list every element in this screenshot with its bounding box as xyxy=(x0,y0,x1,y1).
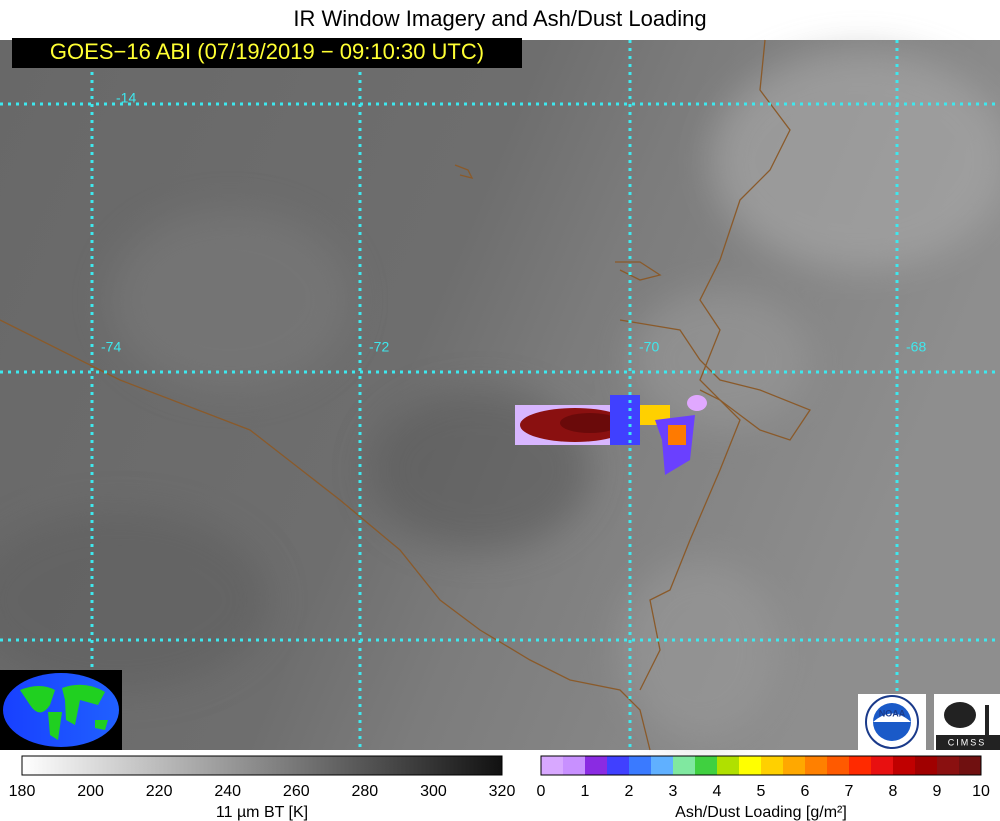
colorbar-segment xyxy=(761,756,784,775)
subtitle-box xyxy=(12,38,522,68)
noaa-logo: NOAA xyxy=(858,694,926,750)
colorbar-segment xyxy=(915,756,938,775)
colorbar-segment xyxy=(805,756,828,775)
colorbar-segment xyxy=(541,756,564,775)
lon-label: -68 xyxy=(906,339,926,355)
bt-label: 11 µm BT [K] xyxy=(216,804,308,821)
ash-label: Ash/Dust Loading [g/m²] xyxy=(675,804,847,821)
colorbar-segment xyxy=(849,756,872,775)
grid-lines xyxy=(0,40,1000,750)
lon-label: -70 xyxy=(639,339,659,355)
colorbar-segment xyxy=(959,756,982,775)
globe-inset xyxy=(0,670,122,750)
colorbar-segment xyxy=(629,756,652,775)
colorbar-tick-label: 8 xyxy=(889,783,898,800)
cimss-logo: CIMSS xyxy=(934,694,1000,750)
map: -14 -74 -72 -70 -68 xyxy=(0,39,1000,751)
colorbar-segment xyxy=(893,756,916,775)
colorbar-tick-label: 300 xyxy=(420,783,447,800)
colorbar-tick-label: 3 xyxy=(669,783,678,800)
lon-label: -74 xyxy=(101,339,121,355)
colorbar-tick-label: 280 xyxy=(352,783,379,800)
colorbar-tick-label: 4 xyxy=(713,783,722,800)
colorbar-tick-label: 260 xyxy=(283,783,310,800)
colorbar-segment xyxy=(695,756,718,775)
cimss-text: CIMSS xyxy=(948,737,987,747)
colorbar-segment xyxy=(607,756,630,775)
title: IR Window Imagery and Ash/Dust Loading xyxy=(293,6,706,31)
colorbar-frame xyxy=(540,755,982,776)
colorbar-segment xyxy=(783,756,806,775)
bt-colorbar: 180 200 220 240 260 280 300 320 xyxy=(9,755,516,800)
colorbar-tick-label: 2 xyxy=(625,783,634,800)
colorbar-tick-label: 7 xyxy=(845,783,854,800)
colorbar-segment xyxy=(871,756,894,775)
lon-label: -72 xyxy=(369,339,389,355)
ash-plume xyxy=(515,395,707,475)
colorbar-tick-label: 10 xyxy=(972,783,990,800)
colorbar-tick-label: 200 xyxy=(77,783,104,800)
colorbar-segment xyxy=(673,756,696,775)
colorbar-segment xyxy=(717,756,740,775)
colorbar-segment xyxy=(585,756,608,775)
colorbar-tick-label: 9 xyxy=(933,783,942,800)
colorbar-tick-label: 240 xyxy=(214,783,241,800)
colorbar-segment xyxy=(563,756,586,775)
colorbar-tick-label: 320 xyxy=(489,783,516,800)
colorbar-tick-label: 6 xyxy=(801,783,810,800)
subtitle: GOES−16 ABI (07/19/2019 − 09:10:30 UTC) xyxy=(50,39,484,64)
colorbar-segment xyxy=(827,756,850,775)
colorbar-segment xyxy=(651,756,674,775)
noaa-text: NOAA xyxy=(879,708,906,718)
colorbar-tick-label: 0 xyxy=(537,783,546,800)
colorbar-tick-label: 220 xyxy=(146,783,173,800)
colorbar-tick-label: 1 xyxy=(581,783,590,800)
colorbar-segment xyxy=(739,756,762,775)
ash-colorbar: 0 1 2 3 4 5 6 7 8 9 10 xyxy=(537,755,990,800)
lat-label: -14 xyxy=(116,90,136,106)
colorbar-tick-label: 180 xyxy=(9,783,36,800)
colorbar-tick-label: 5 xyxy=(757,783,766,800)
colorbar-segment xyxy=(937,756,960,775)
